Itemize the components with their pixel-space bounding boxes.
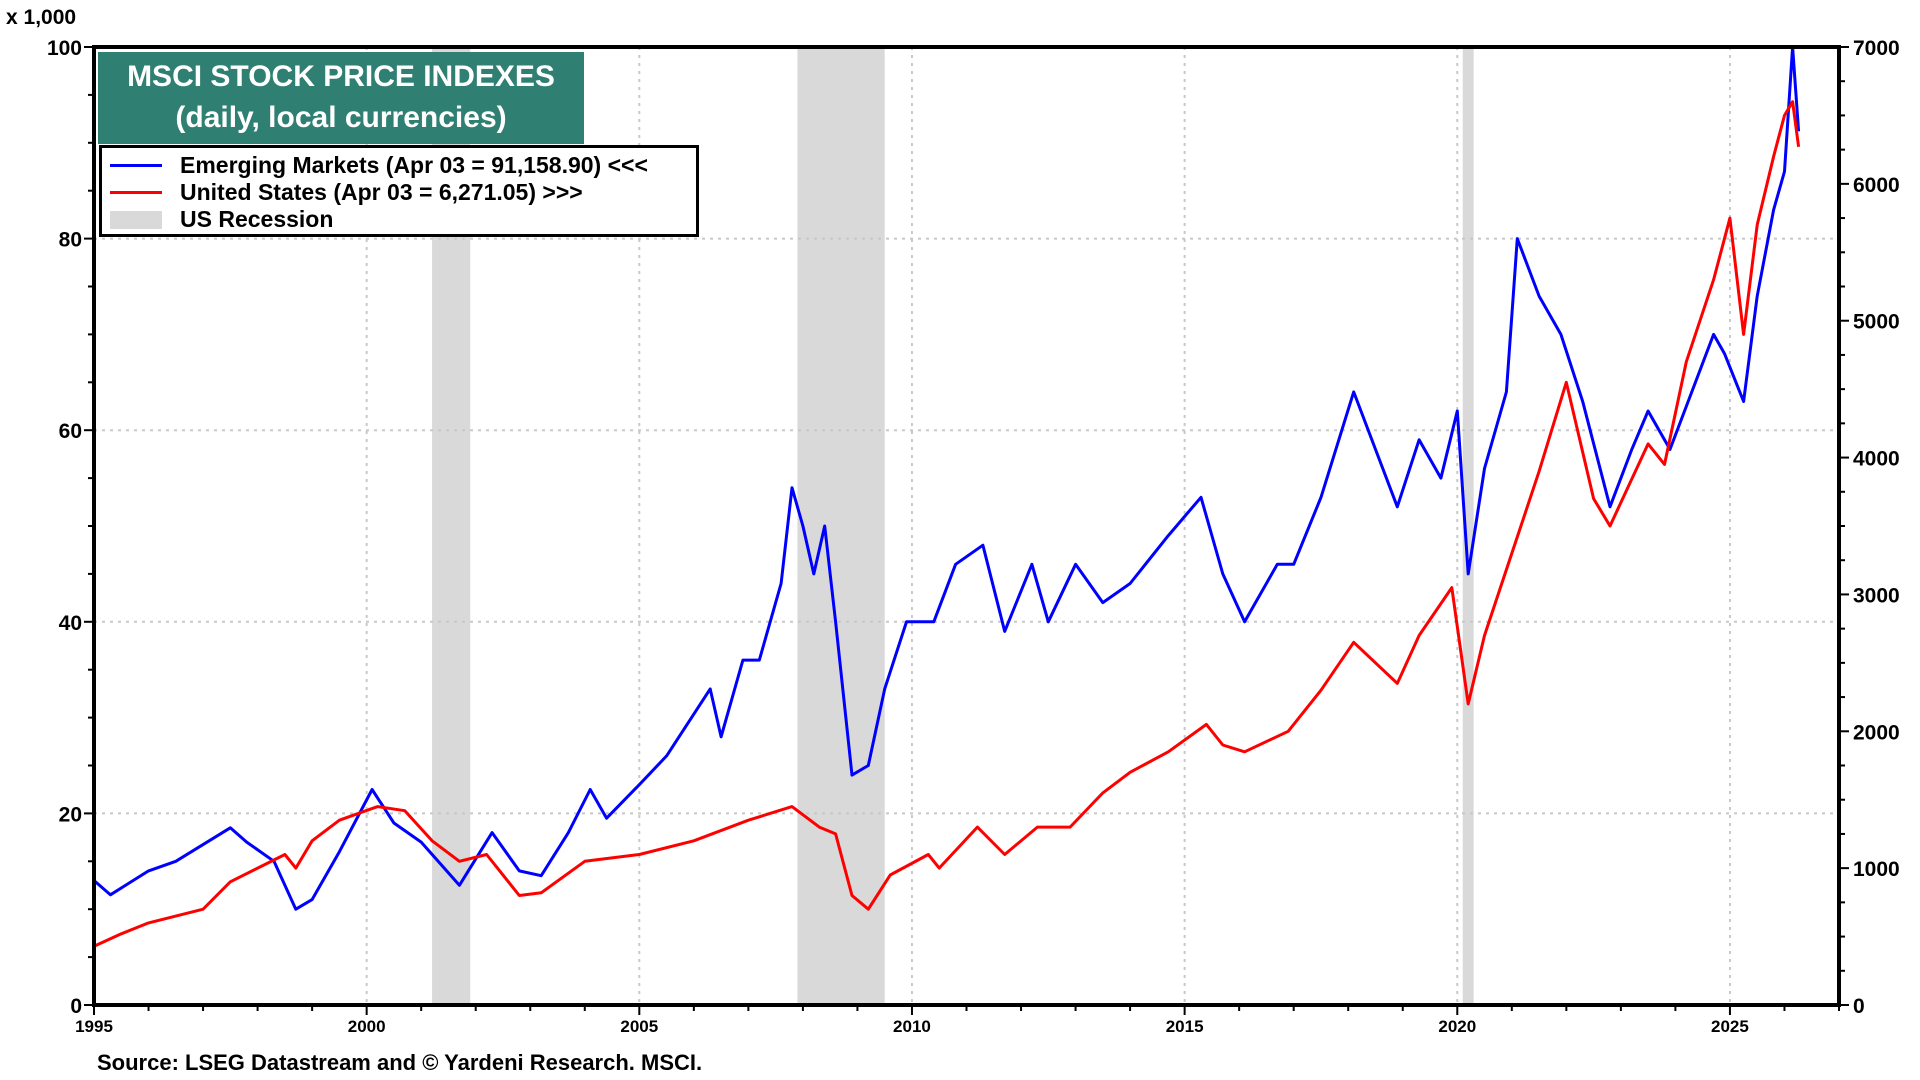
recession-band	[797, 47, 885, 1005]
legend-item-us: United States (Apr 03 = 6,271.05) >>>	[110, 179, 583, 206]
legend-label-recession: US Recession	[180, 206, 334, 232]
right-tick-label: 0	[1853, 995, 1865, 1018]
series-line-emerging-markets	[93, 45, 1801, 911]
legend-item-recession: US Recession	[110, 206, 333, 233]
legend: Emerging Markets (Apr 03 = 91,158.90) <<…	[99, 145, 699, 237]
recession-band	[1462, 47, 1474, 1005]
left-tick-label: 60	[59, 420, 82, 443]
x-tick-label: 2020	[1438, 1017, 1476, 1036]
series-line-united-states	[93, 100, 1801, 948]
x-tick-label: 2025	[1711, 1017, 1749, 1036]
left-axis-unit: x 1,000	[6, 6, 77, 29]
x-tick-label: 2010	[893, 1017, 931, 1036]
right-tick-label: 7000	[1853, 37, 1900, 60]
legend-item-em: Emerging Markets (Apr 03 = 91,158.90) <<…	[110, 152, 648, 179]
chart-subtitle: (daily, local currencies)	[175, 101, 507, 134]
chart-title: MSCI STOCK PRICE INDEXES	[127, 60, 555, 93]
legend-label-em: Emerging Markets (Apr 03 = 91,158.90) <<…	[180, 152, 648, 178]
right-tick-label: 6000	[1853, 174, 1900, 197]
axis-ticks: 1995 2000 2005 2010 2015 2020 2025 0 20 40 60 80 100…	[47, 37, 1900, 1036]
x-tick-label: 2000	[348, 1017, 386, 1036]
right-tick-label: 4000	[1853, 448, 1900, 471]
legend-swatch-recession	[110, 210, 162, 229]
x-tick-label: 2015	[1166, 1017, 1204, 1036]
source-note: Source: LSEG Datastream and © Yardeni Re…	[97, 1050, 703, 1075]
series-lines	[93, 45, 1801, 948]
grid	[94, 47, 1839, 1005]
left-tick-label: 0	[70, 995, 82, 1018]
left-tick-label: 80	[59, 229, 82, 252]
chart-title-box: MSCI STOCK PRICE INDEXES (daily, local c…	[98, 52, 584, 144]
right-tick-label: 3000	[1853, 584, 1900, 607]
right-tick-label: 1000	[1853, 858, 1900, 881]
legend-swatch-us	[110, 191, 162, 194]
left-tick-label: 100	[47, 37, 82, 60]
left-tick-label: 20	[59, 803, 82, 826]
x-tick-label: 1995	[75, 1017, 113, 1036]
x-tick-label: 2005	[620, 1017, 658, 1036]
legend-label-us: United States (Apr 03 = 6,271.05) >>>	[180, 179, 583, 205]
right-tick-label: 2000	[1853, 721, 1900, 744]
legend-swatch-em	[110, 164, 162, 167]
left-tick-label: 40	[59, 612, 82, 635]
right-tick-label: 5000	[1853, 311, 1900, 334]
